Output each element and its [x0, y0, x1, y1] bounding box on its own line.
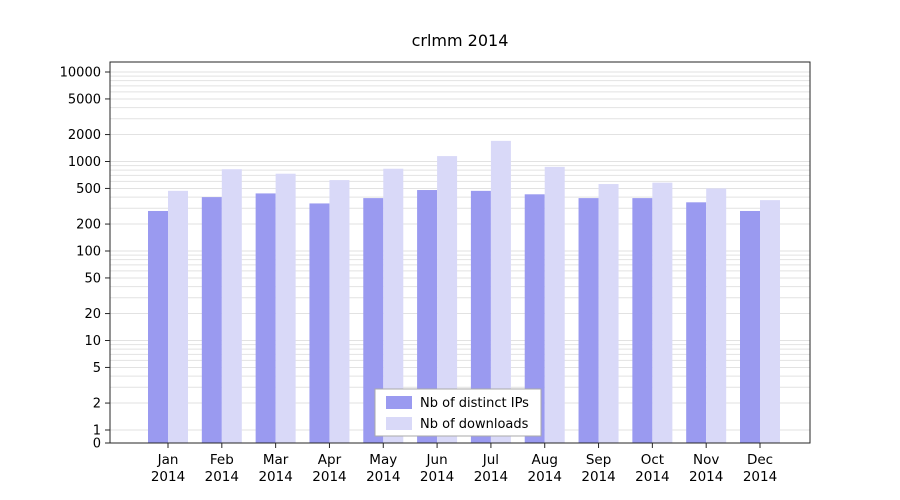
legend-swatch-distinct-ips	[386, 396, 412, 409]
x-tick-label-year: 2014	[205, 469, 239, 485]
bar-downloads	[652, 182, 673, 443]
y-tick-label: 20	[84, 307, 101, 322]
x-tick-label-year: 2014	[743, 469, 777, 485]
x-tick-label-year: 2014	[581, 469, 615, 485]
y-tick-label: 100	[76, 245, 101, 260]
y-tick-label: 50	[84, 271, 101, 286]
chart-title: crlmm 2014	[412, 31, 509, 50]
bar-distinct-ips	[740, 210, 760, 443]
x-tick-label-year: 2014	[635, 469, 669, 485]
x-tick-label-year: 2014	[420, 469, 454, 485]
bar-downloads	[760, 200, 780, 443]
bar-downloads	[437, 156, 458, 443]
legend-label-distinct-ips: Nb of distinct IPs	[420, 396, 529, 411]
x-tick-label-month: Dec	[747, 452, 773, 468]
y-tick-label: 0	[93, 437, 101, 452]
bar-distinct-ips	[632, 198, 653, 443]
bar-distinct-ips	[255, 193, 276, 443]
x-tick-label-year: 2014	[312, 469, 346, 485]
y-tick-label: 2000	[68, 128, 101, 143]
x-tick-label-month: Jul	[482, 452, 499, 468]
y-tick-label: 10	[84, 334, 101, 349]
bar-downloads	[221, 169, 242, 443]
y-tick-label: 1	[93, 424, 101, 439]
bar-downloads	[168, 190, 188, 443]
legend: Nb of distinct IPs Nb of downloads	[374, 388, 542, 437]
bar-distinct-ips	[363, 198, 384, 443]
bar-downloads	[706, 188, 727, 443]
bar-distinct-ips	[148, 210, 168, 443]
x-tick-label-month: Feb	[210, 452, 234, 468]
plot-border	[109, 61, 811, 444]
x-tick-label-year: 2014	[474, 469, 508, 485]
bar-downloads	[544, 166, 565, 443]
x-tick-label-year: 2014	[528, 469, 562, 485]
bar-downloads	[598, 184, 619, 443]
x-tick-label-month: Oct	[641, 452, 664, 468]
y-tick-label: 5	[93, 361, 101, 376]
y-tick-label: 1000	[68, 155, 101, 170]
y-tick-label: 500	[76, 182, 101, 197]
bar-distinct-ips	[201, 197, 222, 443]
bar-downloads	[275, 173, 296, 443]
legend-label-downloads: Nb of downloads	[420, 417, 529, 432]
x-tick-label-month: May	[369, 452, 397, 468]
bars-layer	[148, 140, 780, 444]
y-tick-label: 5000	[68, 92, 101, 107]
bar-distinct-ips	[524, 194, 545, 443]
bar-distinct-ips	[578, 198, 599, 443]
x-tick-label-month: Mar	[263, 452, 289, 468]
x-tick-label-year: 2014	[689, 469, 723, 485]
bar-downloads	[329, 180, 350, 444]
y-tick-label: 200	[76, 218, 101, 233]
legend-swatch-downloads	[386, 417, 412, 430]
x-tick-label-month: Jun	[426, 452, 448, 468]
bar-downloads	[383, 168, 404, 444]
bar-distinct-ips	[417, 190, 438, 443]
bar-downloads	[490, 140, 511, 443]
x-tick-label-year: 2014	[151, 469, 185, 485]
axes-layer: 012510205010020050010002000500010000Jan2…	[60, 61, 811, 485]
x-tick-label-year: 2014	[258, 469, 292, 485]
x-tick-label-year: 2014	[366, 469, 400, 485]
x-tick-label-month: Sep	[586, 452, 611, 468]
x-tick-label-month: Jan	[157, 452, 179, 468]
y-tick-label: 10000	[60, 66, 101, 81]
x-tick-label-month: Nov	[693, 452, 719, 468]
x-tick-label-month: Apr	[318, 452, 342, 468]
bar-distinct-ips	[309, 203, 330, 443]
x-tick-label-month: Aug	[532, 452, 558, 468]
bar-distinct-ips	[686, 202, 707, 443]
y-tick-label: 2	[93, 397, 101, 412]
bar-distinct-ips	[470, 190, 491, 443]
